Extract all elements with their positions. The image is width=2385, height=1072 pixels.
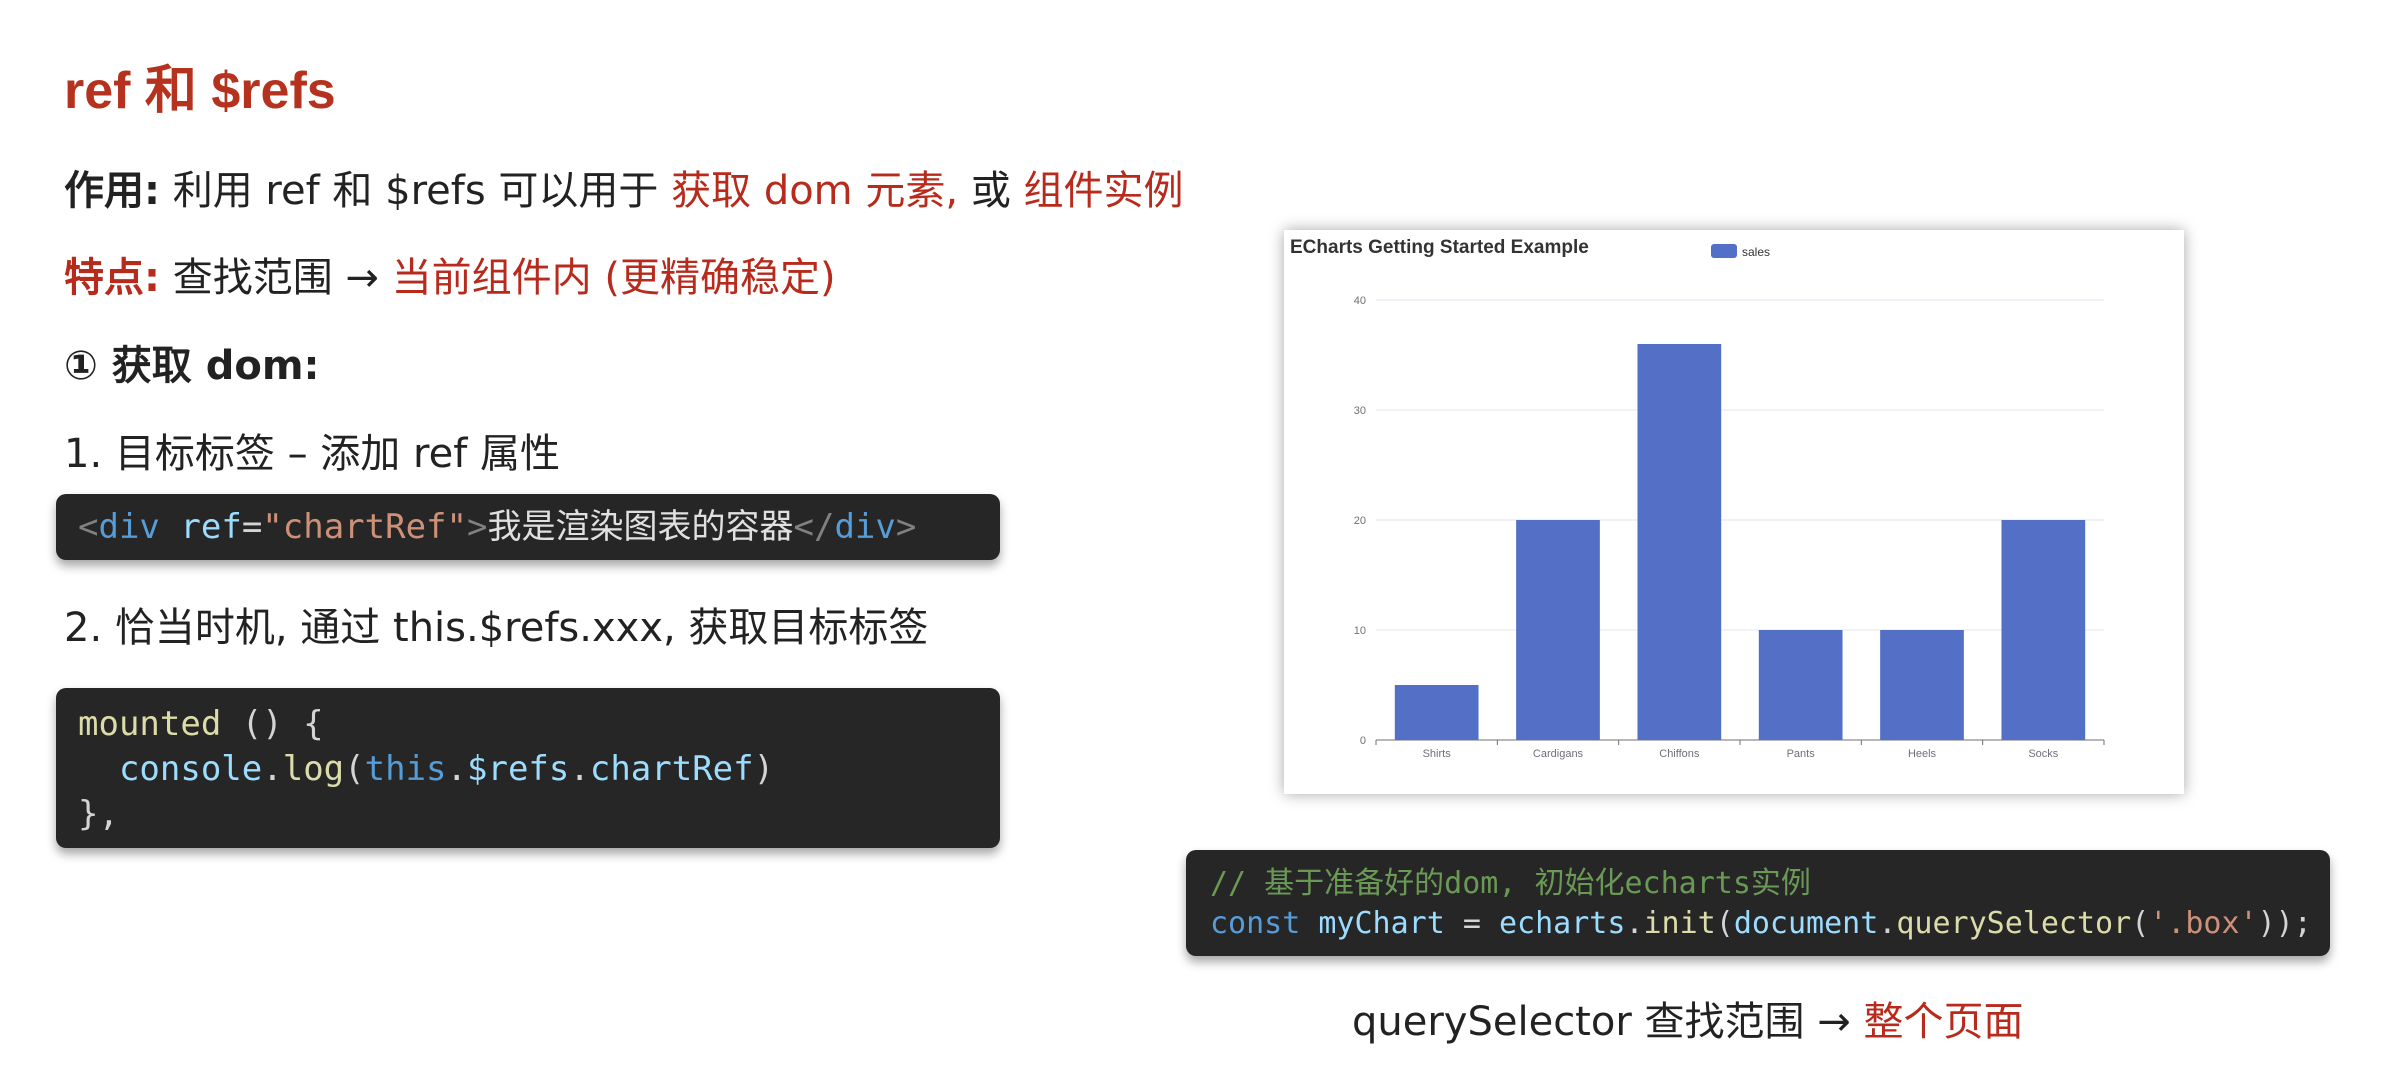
code-line: console.log(this.$refs.chartRef) — [78, 747, 1000, 792]
code-token: ) — [753, 749, 775, 789]
code-token: . — [569, 749, 590, 789]
code-token: querySelector — [1896, 906, 2132, 941]
x-tick-label: Shirts — [1423, 748, 1452, 760]
bottom-note-highlight: 整个页面 — [1863, 999, 2024, 1045]
bar-chart: ECharts Getting Started Example sales 0 1… — [1290, 237, 2105, 760]
code-token: const — [1210, 906, 1301, 941]
bar-heels — [1880, 630, 1964, 740]
usage-connector: 或 — [970, 168, 1011, 214]
feature-line: 特点: 查找范围 → 当前组件内 (更精确稳定) — [64, 252, 836, 304]
code-token: '.box' — [2149, 906, 2258, 941]
code-token: ( — [1715, 906, 1734, 941]
code-token: document — [1733, 906, 1879, 941]
code-block-echarts-init: // 基于准备好的dom, 初始化echarts实例 const myChart … — [1186, 850, 2330, 956]
code-token: chartRef — [589, 749, 754, 789]
feature-text: 查找范围 → — [172, 255, 379, 301]
legend-swatch — [1711, 244, 1737, 258]
code-comment: // 基于准备好的dom, 初始化echarts实例 — [1210, 866, 1811, 901]
section-heading: ① 获取 dom: — [64, 343, 320, 389]
bar-socks — [2001, 520, 2086, 740]
code-token: echarts — [1499, 906, 1626, 941]
code-token: div — [98, 507, 160, 547]
code-token: . — [446, 749, 468, 789]
code-token: mounted — [78, 704, 222, 744]
usage-highlight-component: 组件实例 — [1023, 168, 1184, 214]
code-token: > — [467, 507, 488, 547]
bottom-note: querySelector 查找范围 → 整个页面 — [1352, 996, 2023, 1048]
code-token: }, — [78, 794, 119, 834]
feature-highlight: 当前组件内 (更精确稳定) — [391, 255, 836, 301]
code-token: < — [78, 507, 99, 547]
usage-label: 作用: — [64, 168, 160, 214]
code-line: }, — [78, 792, 1000, 837]
code-token: div — [834, 507, 896, 547]
code-token: init — [1643, 906, 1716, 941]
code-token: . — [1878, 906, 1897, 941]
code-token: > — [895, 507, 917, 547]
bar-pants — [1758, 630, 1843, 740]
code-token: 我是渲染图表的容器 — [487, 507, 794, 547]
usage-line: 作用: 利用 ref 和 $refs 可以用于 获取 dom 元素, 或 组件实… — [64, 165, 1184, 217]
code-line: mounted () { — [78, 702, 1000, 747]
code-block-mounted: mounted () { console.log(this.$refs.char… — [56, 688, 1000, 848]
bottom-note-text: querySelector 查找范围 → — [1352, 999, 1851, 1045]
page-title: ref 和 $refs — [64, 62, 336, 120]
x-tick-label: Pants — [1787, 748, 1816, 760]
code-token: ( — [2131, 906, 2150, 941]
bar-shirts — [1394, 685, 1479, 740]
usage-text: 利用 ref 和 $refs 可以用于 — [172, 168, 659, 214]
echarts-screenshot: ECharts Getting Started Example sales 0 1… — [1284, 230, 2184, 794]
code-token: log — [282, 749, 345, 789]
y-tick-label: 20 — [1354, 515, 1366, 527]
y-tick-label: 40 — [1354, 295, 1366, 307]
x-tick-label: Socks — [2028, 748, 2058, 760]
y-tick-label: 30 — [1354, 405, 1366, 417]
step2-text: 2. 恰当时机, 通过 this.$refs.xxx, 获取目标标签 — [64, 605, 929, 651]
bar-chiffons — [1637, 344, 1722, 740]
code-block-template: <div ref="chartRef">我是渲染图表的容器</div> — [56, 494, 1000, 560]
code-token: . — [1625, 906, 1644, 941]
code-token: () { — [221, 704, 324, 744]
y-tick-label: 0 — [1360, 735, 1366, 747]
code-token: console — [118, 749, 263, 789]
chart-title: ECharts Getting Started Example — [1290, 237, 1589, 258]
code-token: myChart — [1318, 906, 1445, 941]
code-token — [78, 749, 119, 789]
code-token: $refs — [467, 749, 570, 789]
bar-cardigans — [1516, 520, 1600, 740]
code-token: = — [1444, 906, 1499, 941]
code-token: . — [262, 749, 283, 789]
feature-label: 特点: — [64, 255, 160, 301]
step1-text: 1. 目标标签 – 添加 ref 属性 — [64, 431, 560, 477]
code-token: "chartRef" — [262, 507, 467, 547]
usage-highlight-dom: 获取 dom 元素, — [671, 168, 959, 214]
code-token: </ — [793, 507, 835, 547]
x-tick-label: Heels — [1908, 748, 1937, 760]
y-tick-label: 10 — [1354, 625, 1366, 637]
x-tick-label: Chiffons — [1659, 748, 1700, 760]
x-tick-label: Cardigans — [1533, 748, 1584, 760]
code-token: ref — [180, 507, 242, 547]
code-token: this — [364, 749, 447, 789]
code-token: = — [241, 507, 263, 547]
code-token: ( — [344, 749, 365, 789]
code-line: const myChart = echarts.init(document.qu… — [1210, 904, 2330, 944]
legend-label: sales — [1742, 245, 1770, 259]
code-token: )); — [2257, 906, 2312, 941]
